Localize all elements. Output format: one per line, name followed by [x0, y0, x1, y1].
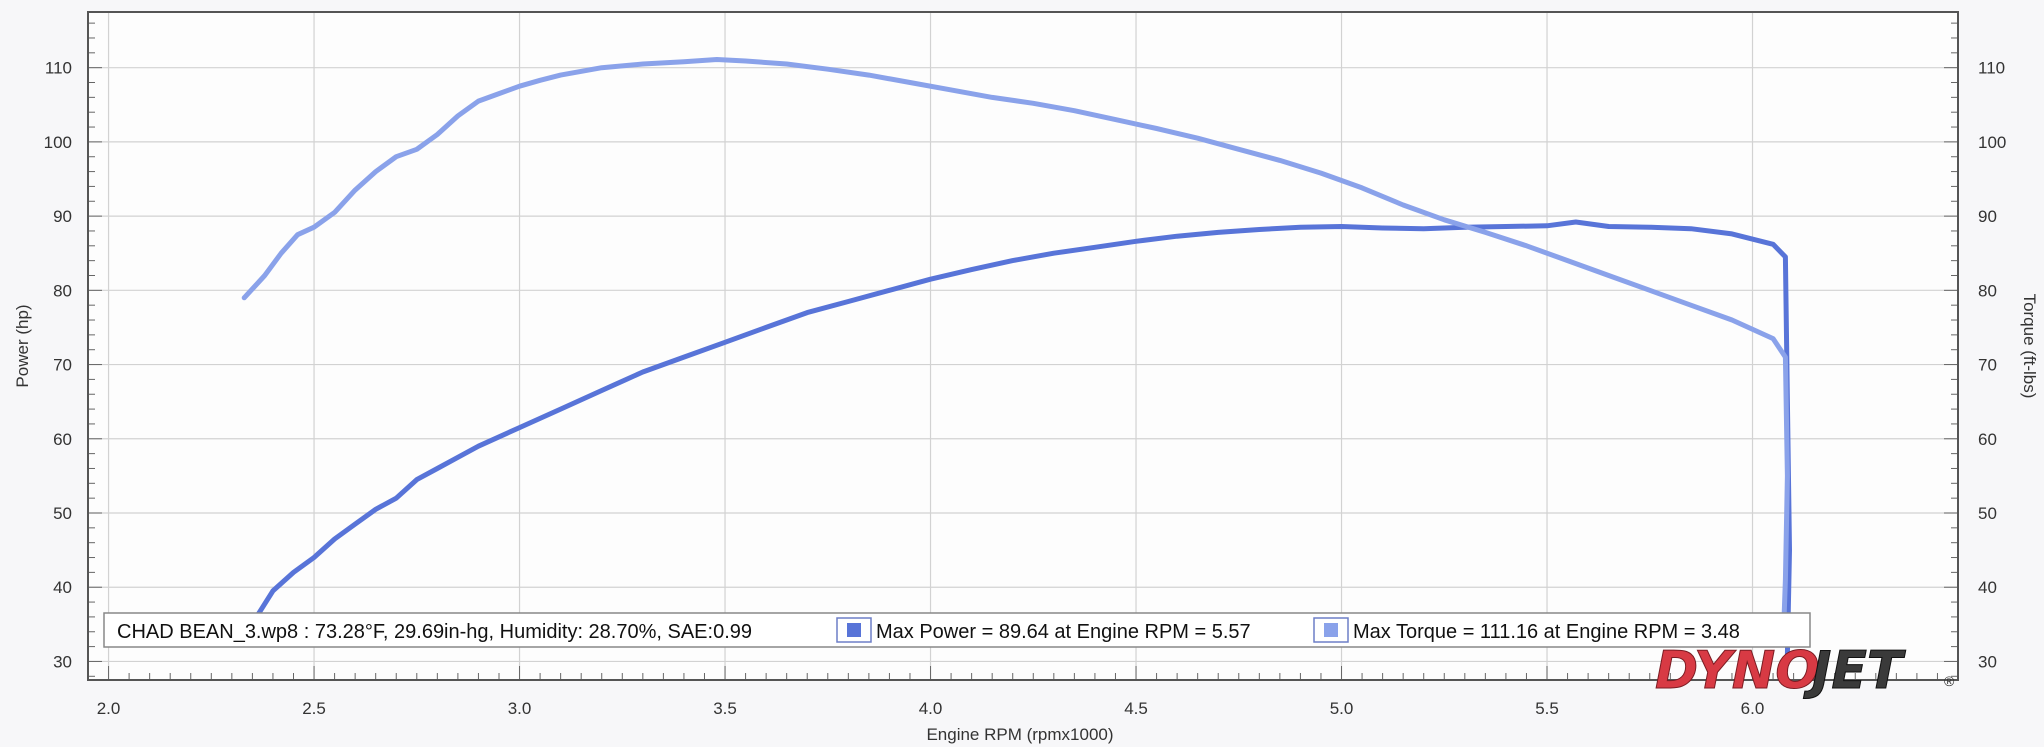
series-layer [241, 57, 1792, 657]
torque-series-line [241, 57, 1790, 642]
logo-dyno: DYNO [1655, 641, 1820, 701]
y-right-tick-label: 60 [1978, 430, 1997, 449]
y-right-tick-label: 90 [1978, 207, 1997, 226]
logo-registered-mark: ® [1944, 673, 1955, 689]
x-tick-label: 4.0 [919, 699, 943, 718]
y-axis-left-ticks: 30 40 50 60 70 80 90 100 110 [44, 59, 72, 672]
y-right-tick-label: 80 [1978, 281, 1997, 300]
legend-power-label: Max Power = 89.64 at Engine RPM = 5.57 [876, 621, 1251, 643]
x-tick-label: 4.5 [1124, 699, 1148, 718]
y-right-tick-label: 70 [1978, 356, 1997, 375]
x-tick-label: 5.5 [1535, 699, 1559, 718]
y-right-tick-label: 100 [1978, 133, 2006, 152]
logo-jet: JET [1803, 641, 1906, 701]
y-left-tick-label: 60 [53, 430, 72, 449]
y-axis-right-ticks: 30 40 50 60 70 80 90 100 110 [1978, 59, 2006, 672]
y-axis-right-title: Torque (ft-lbs) [2020, 294, 2039, 399]
x-tick-label: 2.0 [97, 699, 121, 718]
y-left-tick-label: 40 [53, 578, 72, 597]
x-tick-label: 3.5 [713, 699, 737, 718]
legend-torque-marker [1324, 623, 1338, 637]
x-tick-label: 6.0 [1741, 699, 1765, 718]
x-axis-title: Engine RPM (rpmx1000) [926, 725, 1113, 744]
plot-frame [87, 11, 1959, 681]
legend-power-marker [847, 623, 861, 637]
legend: CHAD BEAN_3.wp8 : 73.28°F, 29.69in-hg, H… [103, 612, 1811, 648]
legend-power-marker-frame [836, 617, 872, 643]
y-right-tick-label: 40 [1978, 578, 1997, 597]
y-left-tick-label: 50 [53, 504, 72, 523]
y-left-tick-label: 80 [53, 281, 72, 300]
y-left-tick-label: 70 [53, 356, 72, 375]
power-series-line [254, 219, 1792, 657]
legend-box [103, 612, 1811, 648]
legend-torque-label: Max Torque = 111.16 at Engine RPM = 3.48 [1353, 621, 1740, 643]
plot-background [88, 12, 1958, 680]
x-tick-label: 2.5 [302, 699, 326, 718]
y-left-tick-label: 30 [53, 652, 72, 671]
dynojet-logo: DYNO JET ® [1655, 641, 1956, 702]
x-tick-label: 3.0 [508, 699, 532, 718]
y-left-tick-label: 110 [45, 59, 72, 78]
legend-run-info: CHAD BEAN_3.wp8 : 73.28°F, 29.69in-hg, H… [117, 621, 752, 643]
legend-torque-marker-frame [1313, 617, 1349, 643]
x-tick-label: 5.0 [1330, 699, 1354, 718]
y-right-tick-label: 110 [1978, 59, 2005, 78]
y-right-tick-label: 30 [1978, 652, 1997, 671]
y-right-tick-label: 50 [1978, 504, 1997, 523]
minor-ticks [88, 22, 1958, 680]
y-left-tick-label: 90 [53, 207, 72, 226]
x-axis-ticks: 2.0 2.5 3.0 3.5 4.0 4.5 5.0 5.5 6.0 [97, 699, 1765, 718]
y-axis-left-title: Power (hp) [13, 304, 32, 387]
y-left-tick-label: 100 [44, 133, 72, 152]
